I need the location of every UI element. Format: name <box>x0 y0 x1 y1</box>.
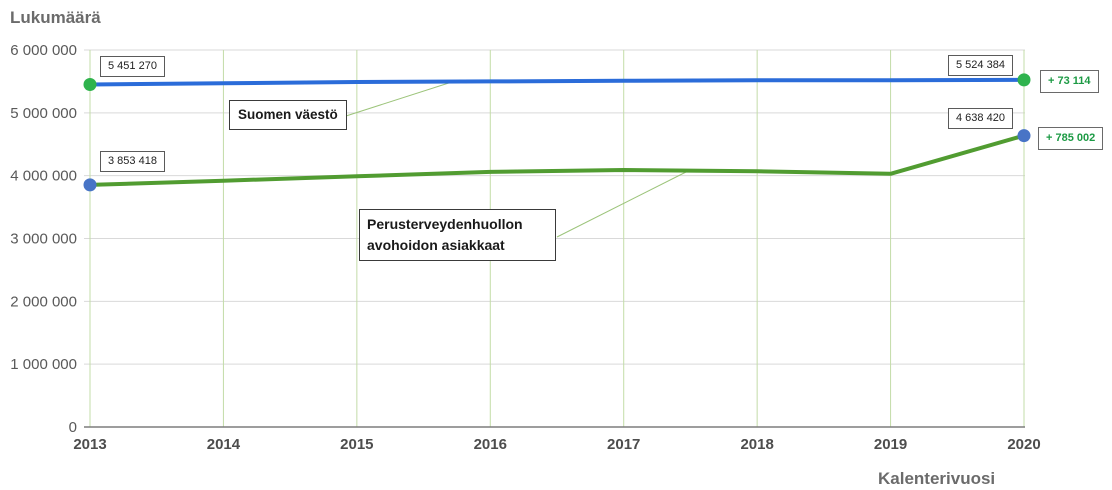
x-tick-label: 2017 <box>607 436 640 453</box>
data-label-clients-2020: 4 638 420 <box>948 108 1013 129</box>
series-lines <box>88 77 1026 187</box>
series-points <box>83 73 1031 192</box>
gridlines <box>84 49 1025 428</box>
population-label-leader-line <box>345 80 456 117</box>
series-label-primary-care-clients: Perusterveydenhuollon avohoidon asiakkaa… <box>359 209 556 261</box>
x-tick-label: 2014 <box>207 436 241 453</box>
y-tick-label: 2 000 000 <box>10 293 77 310</box>
y-tick-labels: 0 1 000 000 2 000 000 3 000 000 4 000 000 5 0… <box>10 42 77 436</box>
y-tick-label: 3 000 000 <box>10 231 77 248</box>
primary-care-clients-point-2013 <box>83 178 97 192</box>
population-point-2013 <box>83 78 97 91</box>
x-tick-label: 2020 <box>1007 436 1040 453</box>
x-tick-label: 2013 <box>73 436 106 453</box>
x-tick-labels: 2013 2014 2015 2016 2017 2018 2019 2020 <box>73 436 1040 453</box>
data-label-population-2020: 5 524 384 <box>948 55 1013 76</box>
population-series-line <box>88 77 1026 87</box>
leader-lines <box>345 80 691 238</box>
x-tick-label: 2016 <box>474 436 507 453</box>
x-tick-label: 2019 <box>874 436 907 453</box>
y-tick-label: 6 000 000 <box>10 42 77 59</box>
primary-care-clients-series-line <box>88 133 1026 187</box>
y-tick-label: 1 000 000 <box>10 356 77 373</box>
x-tick-label: 2018 <box>740 436 773 453</box>
data-label-population-2013: 5 451 270 <box>100 56 165 77</box>
primary-care-clients-point-2020 <box>1017 129 1031 143</box>
data-label-clients-2013: 3 853 418 <box>100 151 165 172</box>
data-label-population-change: + 73 114 <box>1040 70 1099 93</box>
y-tick-label: 5 000 000 <box>10 105 77 122</box>
data-label-clients-change: + 785 002 <box>1038 127 1104 150</box>
series-label-population: Suomen väestö <box>229 100 347 130</box>
y-axis-title: Lukumäärä <box>10 8 101 27</box>
x-tick-label: 2015 <box>340 436 373 453</box>
clients-label-leader-line <box>556 169 691 238</box>
y-tick-label: 4 000 000 <box>10 168 77 185</box>
x-axis-title: Kalenterivuosi <box>878 469 996 488</box>
population-point-2020 <box>1017 73 1031 87</box>
y-tick-label: 0 <box>69 419 77 436</box>
